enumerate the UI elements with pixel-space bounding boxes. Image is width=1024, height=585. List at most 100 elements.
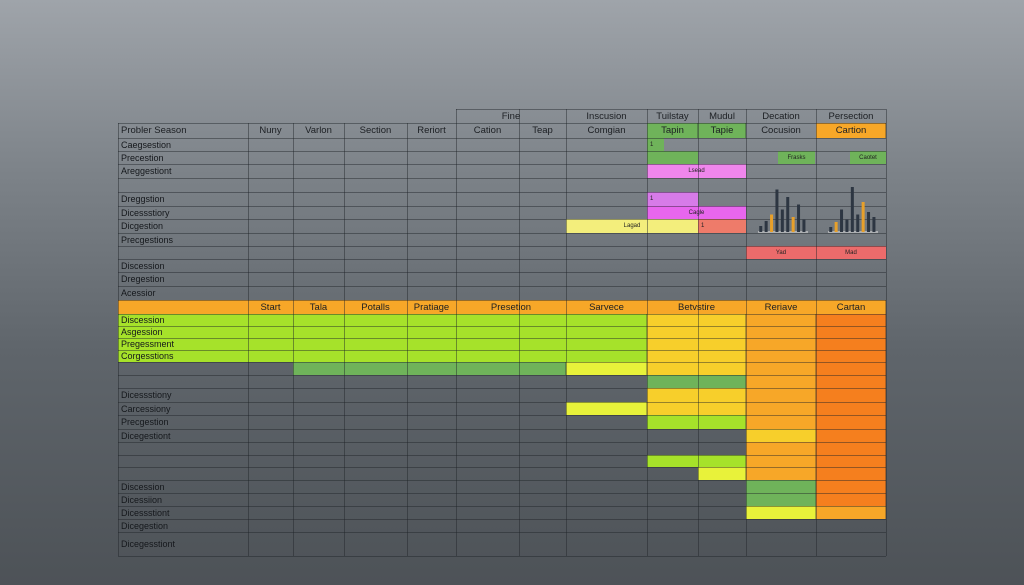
grid-line-vertical <box>647 109 648 556</box>
row-fill-orange <box>746 455 816 467</box>
row-label[interactable]: Dicegesstiont <box>121 539 176 549</box>
grid-line-horizontal <box>118 362 886 363</box>
top-column-header[interactable]: Persection <box>828 110 874 122</box>
top-column-header[interactable]: Mudul <box>709 110 735 122</box>
row-label[interactable]: Pregessment <box>121 339 175 349</box>
timeline-bar[interactable]: Lsead <box>647 164 746 178</box>
grid-line-vertical <box>698 109 699 556</box>
column-header[interactable]: Reriort <box>417 125 446 136</box>
row-fill-lime <box>118 350 647 362</box>
mini-chart-bar <box>791 217 795 232</box>
timeline-bar[interactable]: Frasks <box>778 151 815 164</box>
lower-column-header[interactable]: Pratiage <box>413 301 450 313</box>
lower-column-header[interactable]: Reriave <box>764 301 798 313</box>
grid-line-horizontal <box>456 109 886 110</box>
lower-column-header[interactable]: Cartan <box>836 301 866 313</box>
column-header[interactable]: Cartion <box>835 125 867 136</box>
lower-column-header[interactable]: Start <box>260 301 281 313</box>
timeline-bar[interactable]: Lagad <box>566 219 698 233</box>
timeline-bar[interactable]: Cagle <box>647 206 746 219</box>
timeline-bar[interactable]: 1 <box>698 219 746 233</box>
row-fill-orange <box>746 402 816 415</box>
row-label[interactable]: Discession <box>121 315 165 325</box>
column-header[interactable]: Tapin <box>661 125 684 136</box>
row-fill-deep_orange <box>816 314 886 326</box>
row-label[interactable]: Precgestions <box>121 234 174 245</box>
row-label[interactable]: Dicessiion <box>121 494 163 505</box>
lower-column-header[interactable] <box>118 300 248 314</box>
row-label[interactable]: Dicegestiont <box>121 430 171 441</box>
row-label[interactable]: Precestion <box>121 152 164 163</box>
lower-column-header[interactable]: Sarvece <box>589 301 624 313</box>
column-header[interactable]: Nuny <box>259 125 282 136</box>
row-label[interactable]: Precgestion <box>121 417 169 427</box>
timeline-bar[interactable]: 1 <box>647 138 664 151</box>
grid-line-horizontal <box>118 556 886 557</box>
header-fill-orange <box>816 123 886 138</box>
row-label[interactable]: Discession <box>121 481 165 492</box>
grid-line-horizontal <box>118 178 886 179</box>
timeline-bar[interactable]: 1 <box>647 192 698 206</box>
row-label[interactable]: Dicgestion <box>121 221 164 231</box>
row-fill-orange <box>746 442 816 455</box>
mini-chart-bar <box>764 221 768 232</box>
mini-chart-bar <box>872 217 876 232</box>
timeline-bar[interactable]: Caotet <box>850 151 886 164</box>
row-fill-deep_orange <box>816 493 886 506</box>
grid-line-horizontal <box>118 467 886 468</box>
row-label[interactable]: Dreggstion <box>121 194 165 204</box>
row-fill-bright_yellow <box>566 402 647 415</box>
grid-line-horizontal <box>118 506 886 507</box>
column-header[interactable]: Cocusion <box>761 125 801 136</box>
top-column-header[interactable]: Tuilstay <box>656 110 689 122</box>
row-label[interactable]: Asgession <box>121 327 163 337</box>
mini-chart-bar <box>759 226 763 232</box>
row-fill-yellow <box>647 388 746 402</box>
grid-line-horizontal <box>118 164 886 165</box>
mini-chart-bar <box>850 187 854 232</box>
grid-line-horizontal <box>118 429 886 430</box>
row-label[interactable]: Dicessstiory <box>121 207 170 218</box>
top-column-header[interactable]: Fine <box>501 110 521 122</box>
row-label[interactable]: Corgesstions <box>121 351 174 361</box>
row-label[interactable]: Dicegestion <box>121 520 169 531</box>
row-label[interactable]: Caegsestion <box>121 139 172 150</box>
row-label[interactable]: Discession <box>121 260 165 271</box>
row-fill-lime <box>118 338 647 350</box>
row-fill-green <box>293 362 566 375</box>
row-label[interactable]: Dregestion <box>121 274 165 284</box>
column-header[interactable]: Cation <box>473 125 502 136</box>
grid-line-horizontal <box>118 246 886 247</box>
row-fill-lime <box>118 326 647 338</box>
column-header[interactable]: Teap <box>532 125 553 136</box>
row-label[interactable]: Acessior <box>121 288 156 298</box>
timeline-bar[interactable] <box>647 151 698 164</box>
row-label[interactable]: Dicessstiony <box>121 390 172 400</box>
column-header[interactable]: Tapie <box>710 125 734 136</box>
lower-column-header[interactable]: Tala <box>309 301 328 313</box>
mini-chart-bar <box>802 219 806 232</box>
timeline-bar[interactable]: Yad <box>746 246 816 259</box>
row-label[interactable]: Areggestiont <box>121 166 172 176</box>
grid-line-horizontal <box>118 314 886 315</box>
lower-column-header[interactable]: Presetion <box>490 301 532 313</box>
mini-chart-bar <box>797 204 801 232</box>
header-fill-green <box>698 123 746 138</box>
row-label[interactable]: Carcessiony <box>121 403 171 414</box>
top-column-header[interactable]: Inscusion <box>586 110 627 122</box>
grid-line-vertical <box>566 109 567 556</box>
row-fill-deep_orange <box>816 338 886 350</box>
lower-column-header[interactable]: Betvstire <box>678 301 715 313</box>
row-fill-orange <box>816 506 886 519</box>
row-fill-bright_yellow <box>698 467 746 480</box>
top-column-header[interactable]: Decation <box>762 110 800 122</box>
mini-chart-bar <box>867 212 871 232</box>
column-header[interactable]: Comgian <box>587 125 626 136</box>
grid-line-horizontal <box>118 138 886 139</box>
column-header[interactable]: Varlon <box>305 125 332 136</box>
row-label[interactable]: Dicessstiont <box>121 507 170 518</box>
column-header[interactable]: Section <box>359 125 392 136</box>
row-header-title[interactable]: Probler Season <box>121 125 187 136</box>
timeline-bar[interactable]: Mad <box>816 246 886 259</box>
lower-column-header[interactable]: Potalls <box>361 301 390 313</box>
